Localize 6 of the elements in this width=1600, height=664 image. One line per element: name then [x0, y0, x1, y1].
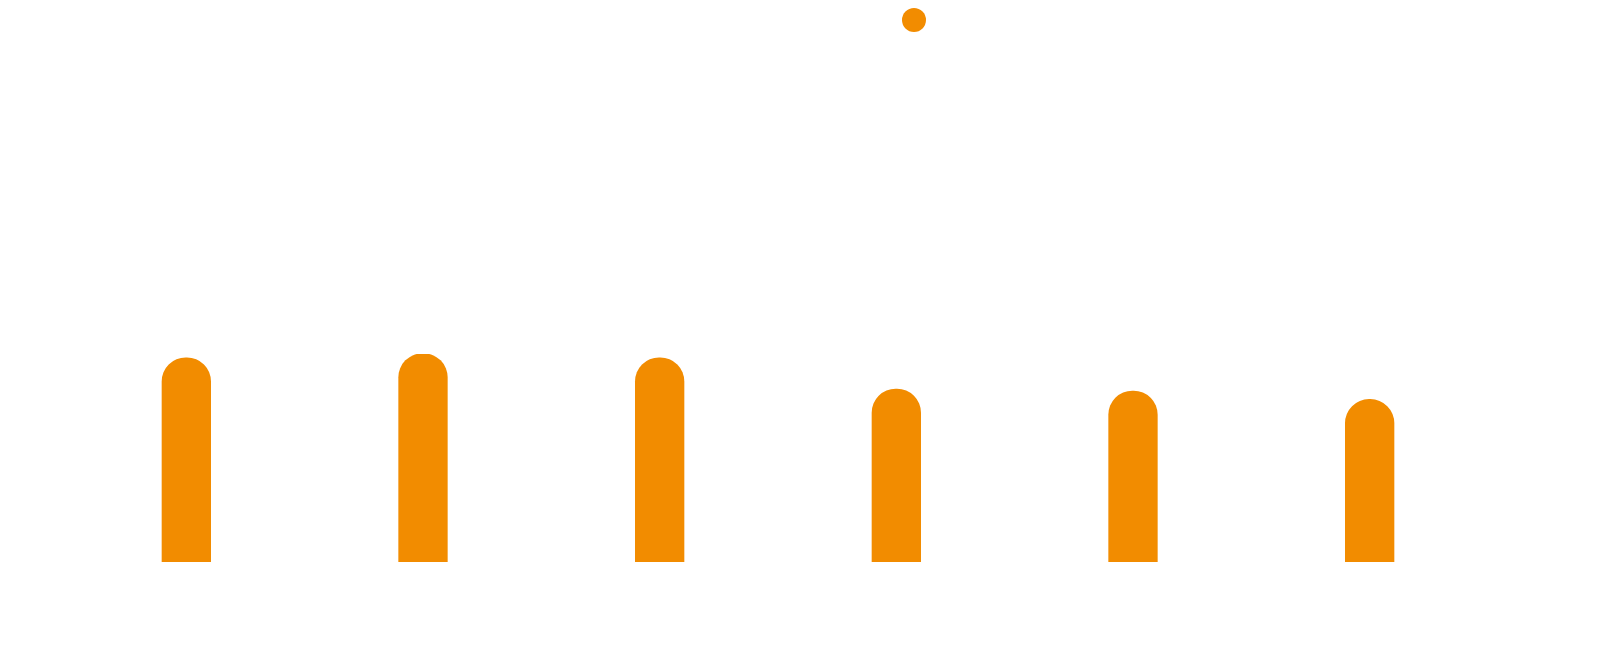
bar — [161, 357, 211, 562]
bar — [1345, 399, 1395, 562]
bar — [398, 354, 448, 562]
bar — [635, 357, 685, 562]
bar — [871, 388, 921, 562]
bar — [1108, 390, 1158, 562]
